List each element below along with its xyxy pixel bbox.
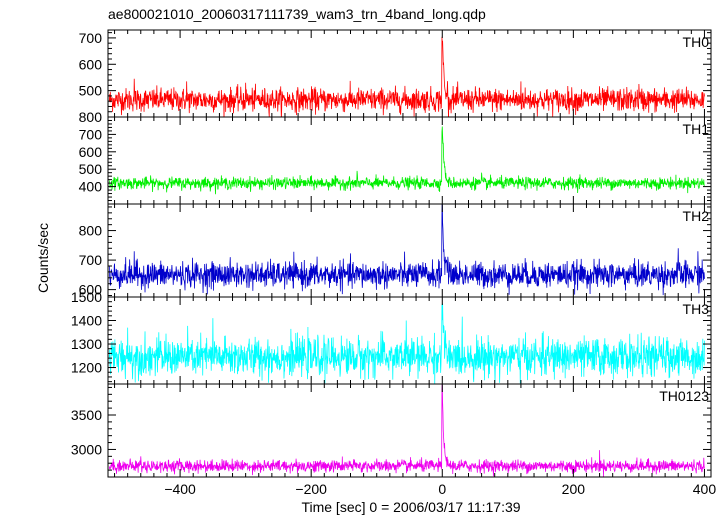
y-tick-label-th1: 500 xyxy=(79,161,103,177)
panel-label-th0123: TH0123 xyxy=(659,388,709,404)
series-line-th2 xyxy=(108,204,705,296)
y-tick-label-th1: 800 xyxy=(79,109,103,125)
x-tick-label: 200 xyxy=(562,481,586,497)
y-tick-label-th2: 700 xyxy=(79,252,103,268)
y-tick-label-th0123: 3500 xyxy=(71,407,102,423)
y-tick-label-th0: 500 xyxy=(79,83,103,99)
y-tick-label-th2: 800 xyxy=(79,223,103,239)
panel-label-th1: TH1 xyxy=(683,121,710,137)
series-line-th0123 xyxy=(108,384,705,477)
x-tick-label: −200 xyxy=(295,481,327,497)
panel-th0123: 3000 3500 TH0123 xyxy=(71,383,712,478)
series-line-th3 xyxy=(108,303,705,384)
series-line-th0 xyxy=(108,36,705,117)
y-tick-label-th0: 700 xyxy=(79,30,103,46)
y-tick-label-th3: 1300 xyxy=(71,336,102,352)
y-tick-label-th3: 1500 xyxy=(71,289,102,305)
y-tick-label-th3: 1200 xyxy=(71,360,102,376)
y-axis-title: Counts/sec xyxy=(35,223,51,293)
panel-label-th0: TH0 xyxy=(683,34,710,50)
panel-th2: 600 700 800 TH2 xyxy=(79,203,712,298)
panel-label-th3: TH3 xyxy=(683,301,710,317)
y-tick-label-th2: 600 xyxy=(79,282,103,298)
x-tick-label: 400 xyxy=(693,481,717,497)
panel-label-th2: TH2 xyxy=(683,208,710,224)
y-tick-label-th1: 700 xyxy=(79,126,103,142)
panel-frame-th0123 xyxy=(107,383,712,478)
chart-title: ae800021010_20060317111739_wam3_trn_4ban… xyxy=(108,6,486,22)
y-tick-label-th0123: 3000 xyxy=(71,441,102,457)
y-tick-label-th3: 1400 xyxy=(71,313,102,329)
y-tick-label-th0: 600 xyxy=(79,56,103,72)
panel-th3: 1200 1300 1400 1500 TH3 xyxy=(71,289,712,385)
x-axis-title: Time [sec] 0 = 2006/03/17 11:17:39 xyxy=(301,499,520,515)
x-tick-label: −400 xyxy=(164,481,196,497)
y-tick-label-th1: 400 xyxy=(79,179,103,195)
series-line-th1 xyxy=(108,126,705,195)
y-tick-label-th1: 600 xyxy=(79,144,103,160)
x-tick-label: 0 xyxy=(438,481,446,497)
